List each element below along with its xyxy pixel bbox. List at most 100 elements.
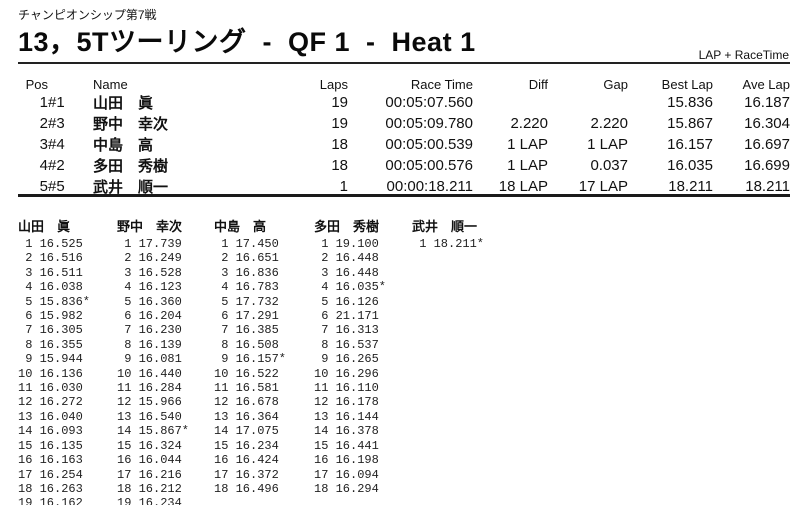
lap-row: 7 16.313 bbox=[314, 323, 379, 338]
race-time-cell: 00:05:00.539 bbox=[385, 136, 473, 153]
pos-cell: 3 bbox=[39, 136, 48, 153]
lap-row: 13 16.144 bbox=[314, 409, 379, 424]
lap-row: 6 21.171 bbox=[314, 309, 379, 324]
lap-row: 10 16.522 bbox=[214, 366, 279, 381]
lap-row: 7 16.385 bbox=[214, 323, 279, 338]
lap-row: 11 16.284 bbox=[117, 381, 182, 396]
lap-row: 1 17.450 bbox=[214, 237, 279, 251]
lap-row: 19 16.234 bbox=[117, 496, 182, 505]
laps-cell: 1 bbox=[339, 178, 348, 195]
lap-row: 11 16.110 bbox=[314, 381, 379, 396]
car-number-cell: #5 bbox=[48, 178, 65, 195]
best-lap-cell: 15.836 bbox=[667, 94, 713, 111]
diff-cell: 1 LAP bbox=[507, 157, 548, 174]
lap-list: 1 17.450 2 16.651 3 16.836 4 16.783 5 17… bbox=[214, 237, 310, 496]
column-header-race_time: Race Time bbox=[410, 77, 473, 92]
pos-cell: 4 bbox=[39, 157, 48, 174]
lap-row: 12 16.272 bbox=[18, 395, 83, 410]
table-bottom-divider bbox=[18, 194, 790, 197]
lap-row: 18 16.496 bbox=[214, 481, 279, 496]
lap-row: 12 16.178 bbox=[314, 395, 379, 410]
lap-row: 9 16.265 bbox=[314, 352, 379, 367]
pos-cell: 2 bbox=[39, 115, 48, 132]
lap-row: 9 15.944 bbox=[18, 352, 83, 367]
lap-row: 16 16.163 bbox=[18, 453, 83, 468]
column-header-name: Name bbox=[93, 77, 128, 92]
lap-row: 7 16.305 bbox=[18, 323, 83, 338]
driver-name: 多田 秀樹 bbox=[314, 219, 380, 234]
lap-row: 14 17.075 bbox=[214, 424, 279, 439]
timing-mode-label: LAP + RaceTime bbox=[698, 48, 789, 62]
lap-row: 6 17.291 bbox=[214, 309, 279, 324]
car-number-cell: #2 bbox=[48, 157, 65, 174]
lap-row: 4 16.038 bbox=[18, 280, 83, 295]
gap-cell: 0.037 bbox=[590, 157, 628, 174]
lap-row: 18 16.263 bbox=[18, 481, 83, 496]
lap-row: 17 16.216 bbox=[117, 467, 182, 482]
lap-row: 15 16.441 bbox=[314, 438, 379, 453]
diff-cell: 18 LAP bbox=[498, 178, 548, 195]
page-title: 13，5Tツーリング - QF 1 - Heat 1 bbox=[18, 27, 476, 57]
diff-cell: 1 LAP bbox=[507, 136, 548, 153]
laps-cell: 19 bbox=[331, 115, 348, 132]
result-row: 4 #2 多田 秀樹 18 00:05:00.576 1 LAP 0.037 1… bbox=[18, 155, 790, 176]
driver-name: 武井 順一 bbox=[412, 219, 478, 234]
column-header-laps: Laps bbox=[319, 77, 348, 92]
lap-row: 5 17.732 bbox=[214, 294, 279, 309]
best-lap-cell: 18.211 bbox=[668, 178, 713, 195]
lap-row: 4 16.035* bbox=[314, 280, 387, 295]
lap-chart-column: 武井 順一 1 18.211* bbox=[412, 219, 508, 251]
lap-chart-column: 中島 高 1 17.450 2 16.651 3 16.836 4 16.783… bbox=[214, 219, 310, 496]
lap-row: 1 17.739 bbox=[117, 237, 182, 251]
result-row: 3 #4 中島 高 18 00:05:00.539 1 LAP 1 LAP 16… bbox=[18, 134, 790, 155]
lap-row: 12 15.966 bbox=[117, 395, 182, 410]
driver-name-cell: 中島 高 bbox=[93, 137, 154, 154]
lap-row: 16 16.424 bbox=[214, 453, 279, 468]
lap-list: 1 18.211* bbox=[412, 237, 508, 251]
lap-row: 3 16.448 bbox=[314, 265, 379, 280]
lap-row: 8 16.537 bbox=[314, 337, 379, 352]
lap-row: 10 16.136 bbox=[18, 366, 83, 381]
lap-row: 13 16.040 bbox=[18, 409, 83, 424]
results-table: Pos Name Laps Race Time Diff Gap Best Lap Ave L… bbox=[18, 74, 790, 197]
lap-row: 4 16.783 bbox=[214, 280, 279, 295]
driver-name-cell: 山田 眞 bbox=[93, 95, 154, 112]
lap-row: 14 16.093 bbox=[18, 424, 83, 439]
lap-row: 2 16.651 bbox=[214, 251, 279, 266]
title-divider bbox=[18, 62, 790, 64]
race-time-cell: 00:05:09.780 bbox=[385, 115, 473, 132]
driver-name-cell: 野中 幸次 bbox=[93, 116, 169, 133]
race-time-cell: 00:05:00.576 bbox=[385, 157, 473, 174]
pos-cell: 5 bbox=[39, 178, 48, 195]
lap-row: 19 16.162 bbox=[18, 496, 83, 505]
lap-row: 5 15.836* bbox=[18, 294, 91, 309]
lap-row: 17 16.094 bbox=[314, 467, 379, 482]
lap-row: 18 16.294 bbox=[314, 481, 379, 496]
ave-lap-cell: 16.697 bbox=[744, 136, 790, 153]
lap-row: 2 16.448 bbox=[314, 251, 379, 266]
laps-cell: 18 bbox=[331, 157, 348, 174]
column-header-pos: Pos bbox=[25, 77, 48, 92]
lap-row: 9 16.157* bbox=[214, 352, 287, 367]
column-header-ave_lap: Ave Lap bbox=[742, 77, 790, 92]
lap-row: 3 16.528 bbox=[117, 265, 182, 280]
lap-row: 14 15.867* bbox=[117, 424, 190, 439]
lap-row: 10 16.440 bbox=[117, 366, 182, 381]
car-number-cell: #1 bbox=[48, 94, 65, 111]
lap-chart-column: 多田 秀樹 1 19.100 2 16.448 3 16.448 4 16.03… bbox=[314, 219, 410, 496]
lap-row: 8 16.139 bbox=[117, 337, 182, 352]
lap-row: 4 16.123 bbox=[117, 280, 182, 295]
driver-name-cell: 多田 秀樹 bbox=[93, 158, 169, 175]
lap-row: 2 16.249 bbox=[117, 251, 182, 266]
pos-cell: 1 bbox=[39, 94, 48, 111]
race-time-cell: 00:00:18.211 bbox=[386, 178, 473, 195]
laps-cell: 19 bbox=[331, 94, 348, 111]
lap-row: 5 16.360 bbox=[117, 294, 182, 309]
lap-row: 3 16.836 bbox=[214, 265, 279, 280]
lap-row: 15 16.324 bbox=[117, 438, 182, 453]
lap-row: 12 16.678 bbox=[214, 395, 279, 410]
lap-row: 10 16.296 bbox=[314, 366, 379, 381]
lap-row: 6 15.982 bbox=[18, 309, 83, 324]
lap-row: 3 16.511 bbox=[18, 265, 83, 280]
